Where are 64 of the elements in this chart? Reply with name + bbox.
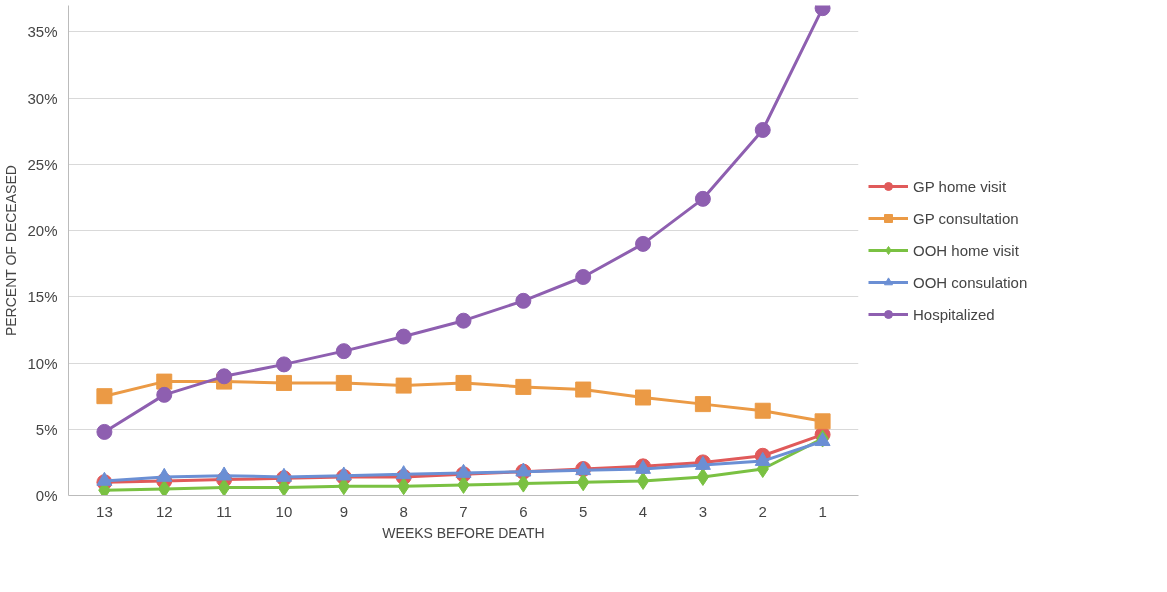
x-tick-label: 6 [519, 502, 528, 520]
point [814, 413, 831, 430]
point [156, 467, 173, 482]
x-tick-label: 10 [275, 502, 293, 520]
x-tick-label: 8 [399, 502, 408, 520]
point [754, 451, 771, 466]
point [455, 374, 472, 391]
point [636, 471, 650, 490]
point [216, 368, 233, 385]
point [216, 466, 233, 481]
point [217, 478, 231, 496]
point [96, 423, 113, 440]
point [635, 389, 652, 406]
y-tick-label: 20% [27, 222, 58, 240]
point [635, 235, 652, 252]
point [575, 381, 592, 398]
x-tick-label: 5 [579, 502, 588, 520]
x-tick-label: 2 [758, 502, 767, 520]
x-tick-label: 3 [698, 502, 708, 520]
x-tick-label: 7 [459, 502, 468, 520]
point [156, 373, 173, 390]
x-axis-title: WEEKS BEFORE DEATH [382, 524, 545, 541]
legend-label: OOH home visit [913, 241, 1019, 259]
x-tick-label: 13 [96, 502, 113, 520]
point [515, 378, 532, 395]
x-tick-label: 11 [216, 502, 232, 520]
point [694, 190, 711, 207]
y-axis-title: PERCENT OF DECEASED [3, 165, 20, 337]
x-tick-label: 9 [339, 502, 348, 520]
point [694, 396, 711, 413]
point [395, 465, 412, 480]
point [96, 388, 113, 405]
y-tick-label: 30% [27, 89, 58, 107]
y-tick-label: 25% [27, 155, 58, 173]
point [158, 479, 171, 496]
y-tick-label: 15% [27, 288, 58, 306]
legend-label: GP consultation [913, 209, 1019, 227]
legend-label: Hospitalized [913, 305, 995, 323]
x-tick-label: 12 [155, 502, 173, 520]
point [515, 292, 532, 309]
point [395, 328, 412, 345]
point [575, 269, 592, 285]
point [275, 356, 292, 373]
point [96, 471, 113, 486]
x-tick-label: 4 [638, 502, 648, 520]
point [335, 374, 352, 391]
point [754, 122, 771, 138]
y-tick-label: 35% [27, 23, 58, 41]
y-tick-label: 5% [35, 420, 58, 438]
point [455, 312, 472, 329]
point [754, 402, 771, 419]
point [455, 463, 472, 478]
legend-label: OOH consulation [913, 273, 1028, 291]
point [335, 343, 352, 360]
y-tick-label: 10% [27, 354, 58, 372]
y-tick-label: 0% [35, 487, 58, 504]
point [156, 386, 173, 403]
point [696, 467, 710, 486]
legend-label: GP home visit [913, 177, 1007, 195]
point [395, 377, 412, 394]
point [275, 374, 292, 391]
point [275, 467, 292, 482]
point [335, 466, 352, 481]
x-tick-label: 1 [818, 502, 827, 520]
